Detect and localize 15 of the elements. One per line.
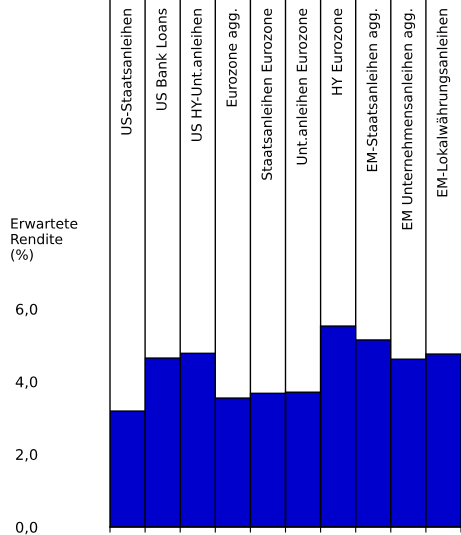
x-tick-label: EM Unternehmensanleihen agg. xyxy=(402,9,416,230)
x-tick-label: US HY-Unt.anleihen xyxy=(191,9,202,142)
y-tick-label: 4,0 xyxy=(16,376,38,389)
x-tick-label: EM-Staatsanleihen agg. xyxy=(366,10,380,172)
x-tick-label: US-Staatsanleihen xyxy=(120,9,132,134)
y-tick-label: 2,0 xyxy=(16,449,38,462)
x-tick-label: Staatsanleihen Eurozone xyxy=(261,8,272,180)
x-tick-label: EM-Lokalwährungsanleihen xyxy=(436,9,450,196)
y-axis-title: Erwartete Rendite (%) xyxy=(11,218,78,262)
x-tick-label: Unt.anleihen Eurozone xyxy=(296,8,308,164)
x-tick-label: US Bank Loans xyxy=(156,8,167,110)
y-tick-label: 0,0 xyxy=(16,522,38,534)
x-tick-label: HY Eurozone xyxy=(332,8,342,95)
y-tick-label: 6,0 xyxy=(16,304,38,316)
x-tick-label: Eurozone agg. xyxy=(226,10,240,106)
